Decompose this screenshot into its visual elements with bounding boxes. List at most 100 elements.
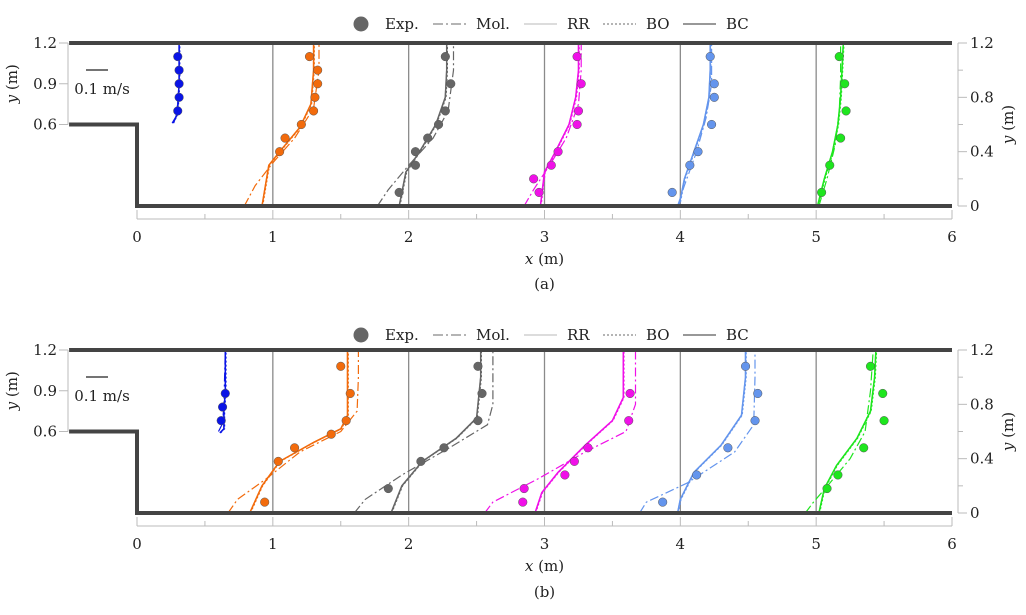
x-tick-label: 6 bbox=[947, 228, 957, 246]
right-y-tick-label: 0.8 bbox=[970, 88, 994, 106]
left-y-tick-label: 0.9 bbox=[33, 75, 57, 93]
right-y-tick-label: 0 bbox=[970, 197, 980, 215]
exp-point bbox=[345, 388, 355, 399]
exp-point bbox=[260, 497, 270, 507]
x-tick-label: 3 bbox=[540, 535, 550, 553]
x-tick-label: 4 bbox=[676, 535, 686, 553]
x-axis-label: x (m) bbox=[525, 557, 564, 575]
legend-label-mol: Mol. bbox=[476, 15, 510, 33]
exp-point bbox=[309, 106, 319, 116]
scale-bar-label: 0.1 m/s bbox=[74, 80, 130, 98]
exp-point bbox=[723, 443, 733, 453]
exp-point bbox=[296, 119, 306, 130]
bc-line bbox=[534, 350, 625, 514]
exp-point bbox=[518, 497, 528, 507]
exp-point bbox=[878, 388, 888, 399]
legend-label-mol: Mol. bbox=[476, 326, 510, 344]
x-label-unit: (m) bbox=[533, 557, 564, 575]
legend-label-bo: BO bbox=[646, 326, 670, 344]
exp-point bbox=[692, 470, 702, 480]
exp-point bbox=[326, 429, 336, 439]
channel-bottom-wall bbox=[69, 122, 952, 208]
rr-line bbox=[534, 350, 624, 514]
left-y-tick-label: 0.6 bbox=[33, 116, 57, 134]
exp-point bbox=[439, 443, 449, 453]
profile-station-3 bbox=[484, 350, 637, 514]
legend-panel-a: Exp. Mol. RR BO BC bbox=[353, 15, 749, 33]
legend-label-rr: RR bbox=[567, 15, 590, 33]
channel-bottom-wall bbox=[69, 429, 952, 515]
exp-point bbox=[685, 160, 695, 170]
bc-line bbox=[678, 43, 711, 207]
right-y-label-var: y bbox=[999, 135, 1017, 145]
bo-line bbox=[250, 350, 349, 514]
panel-label: (b) bbox=[534, 583, 555, 601]
right-y-tick-label: 0.4 bbox=[970, 450, 994, 468]
x-tick-label: 6 bbox=[947, 535, 957, 553]
right-y-axis-label: y (m) bbox=[999, 105, 1017, 145]
exp-point bbox=[313, 79, 323, 89]
right-y-tick-label: 0.4 bbox=[970, 143, 994, 161]
exp-point bbox=[440, 52, 450, 62]
profile-station-4 bbox=[639, 350, 763, 514]
right-y-tick-label: 0 bbox=[970, 504, 980, 522]
bo-line bbox=[677, 350, 747, 514]
exp-point bbox=[879, 416, 889, 426]
exp-point bbox=[290, 443, 300, 453]
exp-point bbox=[383, 484, 393, 494]
profile-station-3 bbox=[523, 43, 586, 207]
exp-point bbox=[859, 443, 869, 453]
profile-station-2 bbox=[376, 43, 456, 207]
mol-line bbox=[353, 350, 494, 514]
exp-point bbox=[709, 79, 719, 89]
panel-a: 0.6 0.9 1.2 y (m) 0 0.4 0.8 1.2 y (m) 0 1 2 3 4 5 6 x (m… bbox=[3, 34, 1017, 293]
scale-bar-label: 0.1 m/s bbox=[74, 387, 130, 405]
right-y-tick-label: 0.8 bbox=[970, 395, 994, 413]
exp-point bbox=[473, 416, 483, 426]
bc-line bbox=[390, 350, 482, 514]
x-tick-label: 2 bbox=[404, 228, 414, 246]
exp-point bbox=[304, 52, 315, 62]
mol-line bbox=[484, 350, 637, 514]
exp-point bbox=[220, 388, 230, 399]
exp-point bbox=[834, 52, 844, 62]
right-y-axis-label: y (m) bbox=[999, 412, 1017, 452]
mol-line bbox=[227, 350, 359, 514]
x-axis-label: x (m) bbox=[525, 250, 564, 268]
legend-label-exp: Exp. bbox=[385, 15, 419, 33]
exp-point bbox=[740, 361, 751, 371]
left-y-axis-label: y (m) bbox=[3, 371, 21, 411]
profile-station-5 bbox=[804, 349, 889, 514]
x-label-unit: (m) bbox=[533, 250, 564, 268]
mol-line bbox=[376, 43, 455, 207]
exp-point bbox=[583, 443, 593, 453]
exp-point bbox=[216, 416, 226, 426]
exp-point bbox=[750, 416, 760, 426]
bo-line bbox=[262, 43, 315, 207]
exp-point bbox=[833, 470, 843, 480]
profile-station-4 bbox=[667, 43, 719, 207]
left-y-label-var: y bbox=[3, 401, 21, 411]
mol-line bbox=[677, 43, 713, 207]
x-tick-label: 0 bbox=[132, 535, 142, 553]
exp-point bbox=[173, 52, 183, 62]
left-y-axis-label: y (m) bbox=[3, 64, 21, 104]
left-y-label-var: y bbox=[3, 94, 21, 104]
legend-exp-marker bbox=[353, 16, 369, 32]
exp-point bbox=[546, 160, 556, 170]
exp-point bbox=[310, 92, 320, 102]
exp-point bbox=[273, 456, 283, 466]
bo-line bbox=[817, 42, 845, 207]
exp-point bbox=[624, 416, 634, 426]
mol-line bbox=[639, 350, 756, 514]
legend-exp-marker bbox=[353, 327, 369, 343]
mol-line bbox=[243, 43, 320, 207]
right-y-label-unit: (m) bbox=[999, 105, 1017, 136]
legend-label-bc: BC bbox=[726, 15, 749, 33]
exp-point bbox=[477, 388, 487, 399]
exp-point bbox=[817, 187, 827, 197]
left-y-label-unit: (m) bbox=[3, 64, 21, 95]
exp-point bbox=[572, 119, 582, 130]
x-tick-label: 5 bbox=[811, 228, 821, 246]
bo-line bbox=[391, 350, 482, 514]
